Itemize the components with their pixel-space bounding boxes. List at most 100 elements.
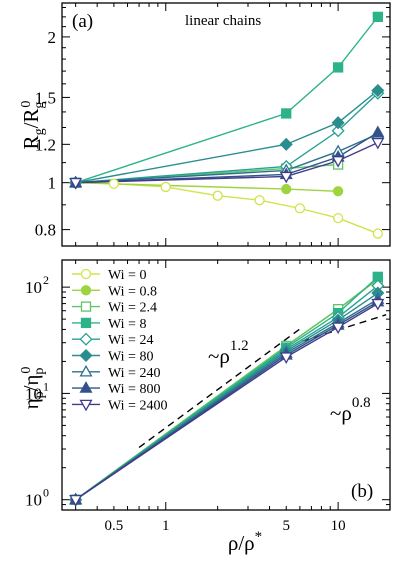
data-point — [279, 352, 293, 364]
legend-marker — [80, 317, 92, 329]
y-tick-label: 1.2 — [35, 135, 56, 154]
legend-label: Wi = 80 — [108, 350, 153, 365]
ylabel-b-den-sub: p — [32, 368, 47, 375]
panel-a-frame — [61, 2, 391, 247]
legend-label: Wi = 24 — [108, 333, 153, 348]
y-tick-label: 1.5 — [35, 88, 56, 107]
series-line — [75, 292, 379, 501]
series-line — [75, 276, 379, 501]
series-line — [75, 181, 379, 235]
panel-a-annotation: linear chains — [185, 13, 261, 29]
legend-marker — [79, 332, 93, 346]
data-point — [281, 183, 292, 195]
legend-label: Wi = 800 — [108, 382, 160, 397]
y-tick-label: 10 — [25, 278, 42, 297]
scaling-label-1: ~ρ1.2 — [208, 338, 249, 368]
ylabel-a-den-sup: 0 — [19, 101, 34, 108]
panel-a-ylabel: Rg/R0g — [19, 101, 47, 150]
ylabel-a-num-sub: g — [32, 128, 47, 135]
legend-label: Wi = 2400 — [108, 398, 167, 413]
ylabel-a-den: R — [19, 109, 43, 123]
legend-label: Wi = 8 — [108, 317, 146, 332]
data-point — [108, 178, 120, 189]
legend-marker — [79, 399, 93, 412]
y-tick-label: 2 — [48, 28, 57, 47]
ylabel-b-num: η — [19, 398, 43, 409]
series-line — [75, 133, 379, 184]
series-line — [75, 16, 379, 184]
data-point — [281, 108, 292, 119]
data-point — [332, 212, 344, 224]
legend-marker — [79, 381, 93, 393]
legend-label: Wi = 0 — [108, 268, 146, 283]
series-line — [75, 92, 379, 184]
y-tick-label: 1 — [48, 174, 57, 193]
data-point — [331, 322, 345, 335]
legend-label: Wi = 2.4 — [108, 301, 157, 316]
data-point — [331, 124, 345, 138]
y-tick-exponent: 1 — [43, 379, 49, 393]
data-point — [294, 203, 306, 214]
panel-b-series — [69, 271, 385, 507]
legend-marker — [79, 348, 93, 363]
scaling-label-2: ~ρ0.8 — [330, 395, 371, 425]
x-tick-label: 10 — [331, 518, 346, 534]
data-point — [371, 298, 385, 311]
x-tick-label: 5 — [282, 518, 290, 534]
series-line — [75, 298, 379, 501]
y-tick-label: 10 — [25, 384, 42, 403]
panel-a-series — [69, 11, 385, 239]
x-tick-label: 0.5 — [105, 518, 124, 534]
data-point — [69, 494, 83, 507]
data-point — [372, 228, 383, 239]
series-line — [75, 89, 379, 184]
data-point — [279, 137, 293, 151]
data-point — [331, 116, 345, 130]
panel-a: 0.8 1 1.2 1.5 2 (a) linear chains Rg/R0g — [19, 2, 391, 247]
panel-a-label: (a) — [72, 11, 93, 32]
data-point — [279, 171, 293, 184]
ylabel-a-den-sub: g — [32, 102, 47, 109]
scaling-line-1 — [138, 326, 303, 449]
data-point — [254, 195, 265, 206]
data-point — [69, 177, 83, 190]
data-point — [332, 62, 344, 73]
data-point — [331, 156, 345, 168]
data-point — [371, 125, 385, 138]
series-line — [75, 131, 379, 184]
ylabel-b-num-sub: p — [32, 391, 47, 398]
ylabel-a-num: R — [19, 135, 43, 149]
data-point — [371, 83, 385, 98]
data-point — [212, 190, 223, 201]
data-point — [372, 11, 383, 23]
series-line — [75, 301, 379, 501]
panel-a-ticks: 0.8 1 1.2 1.5 2 — [35, 3, 391, 246]
legend-marker — [79, 364, 93, 377]
y-tick-label: 0.8 — [35, 221, 56, 240]
ylabel-b-den: η — [19, 375, 43, 386]
data-point — [160, 181, 171, 193]
y-tick-label: 10 — [25, 491, 42, 510]
legend-label: Wi = 240 — [108, 366, 160, 381]
data-point — [371, 137, 385, 150]
panel-b-xlabel: ρ/ρ* — [228, 529, 262, 555]
legend: Wi = 0Wi = 0.8 Wi = 2.4Wi = 8Wi = 24 Wi = … — [72, 268, 167, 413]
scaling-line-2 — [302, 314, 387, 342]
panel-b-scaling-lines — [138, 314, 387, 449]
svg-text:ηp/η0p: ηp/η0p — [19, 367, 47, 410]
panel-b-frame — [61, 259, 391, 511]
ylabel-b-den-sup: 0 — [19, 367, 34, 374]
x-tick-label: 1 — [162, 518, 170, 534]
series-line — [75, 141, 379, 184]
series-line — [75, 285, 379, 501]
series-line — [75, 302, 379, 501]
data-point — [332, 186, 344, 197]
legend-label: Wi = 0.8 — [108, 284, 157, 299]
y-tick-exponent: 2 — [43, 273, 49, 287]
legend-marker — [80, 301, 92, 312]
legend-marker — [80, 285, 92, 296]
panel-b-label: (b) — [351, 481, 373, 502]
